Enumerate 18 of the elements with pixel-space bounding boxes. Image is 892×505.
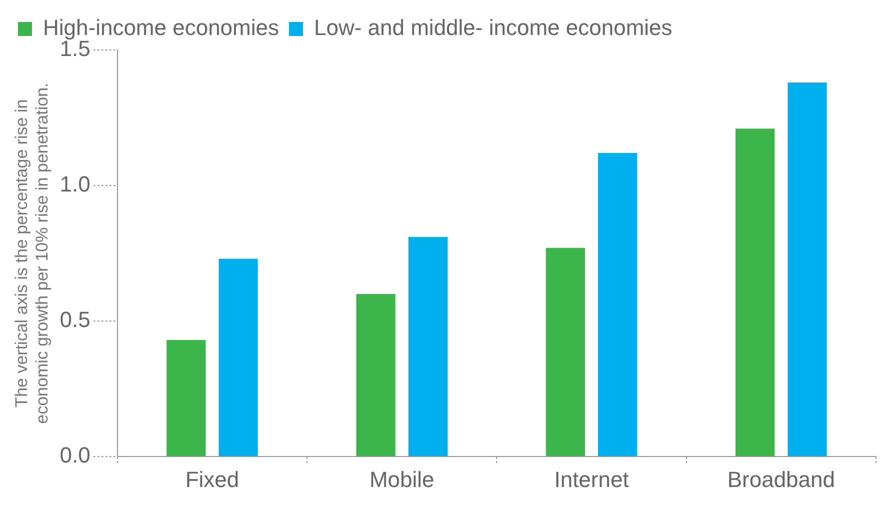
bar [788,82,827,456]
bar [218,258,258,456]
y-tick-label: 1.0 [60,172,90,197]
x-tick-label: Fixed [185,466,240,492]
y-tick-label: 0.5 [60,307,90,332]
y-tick-label: 0.0 [60,442,90,468]
bar [736,128,775,456]
legend-label: High-income economies [43,15,279,40]
y-axis-title: The vertical axis is the percentage rise in economic growth per 10% rise in penetration. [12,82,52,424]
x-tick-label: Broadband [727,466,835,492]
x-tick-label: Mobile [369,466,434,492]
x-tick-label: Internet [554,466,629,492]
bar [408,237,448,456]
bar [356,294,396,456]
bar [546,248,585,456]
bar [598,153,638,456]
legend-label: Low- and middle- income economies [314,15,672,40]
bar [166,340,206,456]
